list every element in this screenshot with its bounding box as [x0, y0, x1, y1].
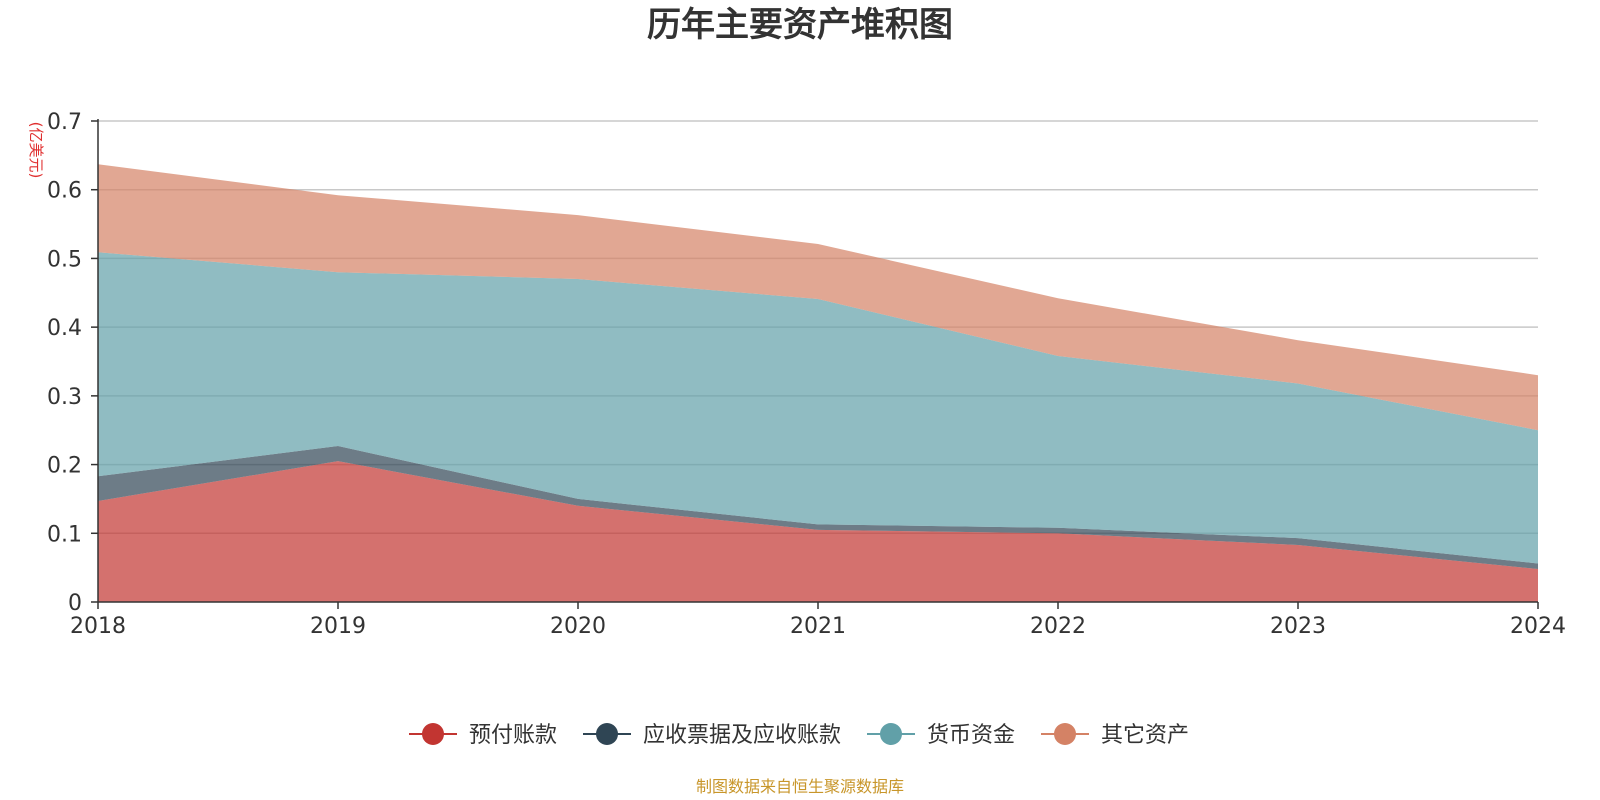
legend-label: 预付账款 [469, 723, 557, 748]
y-tick-label: 0 [68, 591, 82, 616]
legend-label: 应收票据及应收账款 [643, 723, 841, 748]
legend-marker [596, 723, 618, 745]
legend-item-其它资产[interactable]: 其它资产 [1041, 723, 1189, 748]
y-tick-label: 0.1 [47, 522, 82, 547]
x-tick-label: 2019 [310, 614, 366, 639]
data-source-note: 制图数据来自恒生聚源数据库 [696, 777, 904, 796]
legend[interactable]: 预付账款 应收票据及应收账款 货币资金 其它资产 [409, 723, 1189, 748]
legend-marker [880, 723, 902, 745]
legend-marker [422, 723, 444, 745]
legend-label: 货币资金 [927, 723, 1015, 748]
legend-marker [1054, 723, 1076, 745]
x-tick-label: 2018 [70, 614, 126, 639]
x-tick-label: 2022 [1030, 614, 1086, 639]
legend-item-应收票据及应收账款[interactable]: 应收票据及应收账款 [583, 723, 841, 748]
axes: 0 0.1 0.2 0.3 0.4 0.5 0.6 0.7 2018 2019 2020 2021 20… [47, 110, 1566, 639]
y-axis-unit-label: (亿美元) [27, 122, 45, 179]
y-tick-label: 0.7 [47, 110, 82, 135]
y-tick-label: 0.4 [47, 316, 82, 341]
area-series-group [98, 164, 1538, 602]
x-tick-label: 2020 [550, 614, 606, 639]
y-tick-label: 0.5 [47, 247, 82, 272]
x-tick-label: 2023 [1270, 614, 1326, 639]
chart-title: 历年主要资产堆积图 [647, 5, 953, 45]
y-tick-label: 0.6 [47, 179, 82, 204]
legend-item-货币资金[interactable]: 货币资金 [867, 723, 1015, 748]
x-tick-label: 2021 [790, 614, 846, 639]
x-tick-label: 2024 [1510, 614, 1566, 639]
area-应收票据及应收账款 [98, 446, 1538, 569]
legend-label: 其它资产 [1101, 723, 1189, 748]
y-tick-label: 0.2 [47, 454, 82, 479]
area-预付账款 [98, 461, 1538, 602]
area-货币资金 [98, 252, 1538, 564]
y-tick-label: 0.3 [47, 385, 82, 410]
legend-item-预付账款[interactable]: 预付账款 [409, 723, 557, 748]
area-其它资产 [98, 164, 1538, 431]
